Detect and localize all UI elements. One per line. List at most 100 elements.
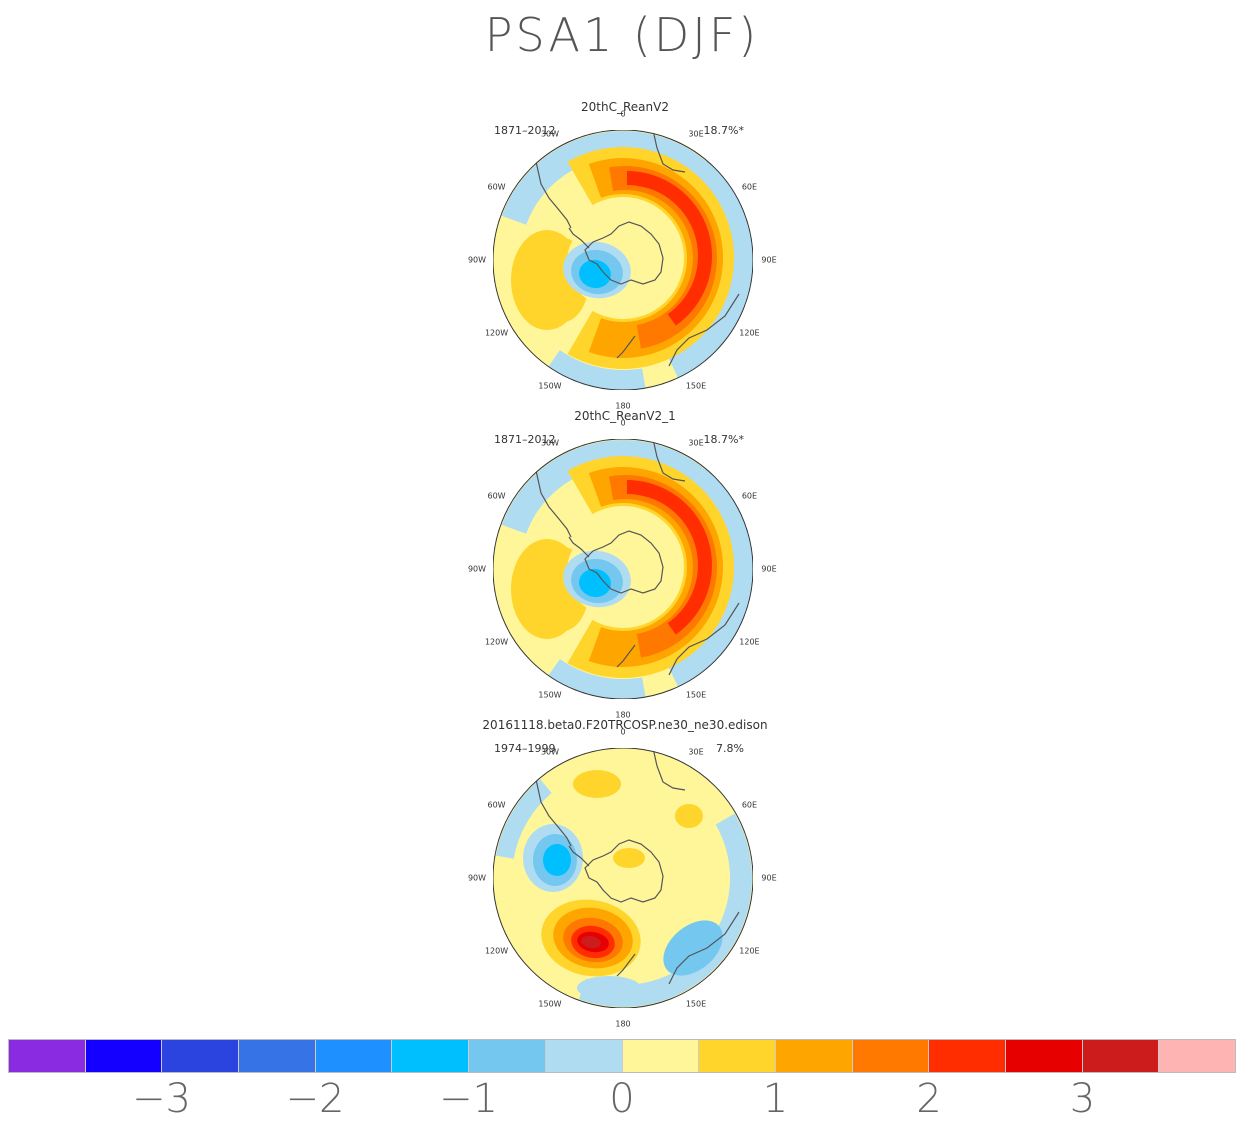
africa-coastline <box>652 130 686 173</box>
longitude-label: 30W <box>540 747 560 757</box>
australia-coastline <box>668 602 740 676</box>
weak-negative-band <box>548 659 646 699</box>
positive-band-4 <box>627 480 712 635</box>
colorbar-box <box>392 1040 470 1072</box>
colorbar-box <box>929 1040 1006 1072</box>
longitude-label: 60W <box>487 182 506 192</box>
colorbar-tick-label: −2 <box>285 1076 345 1122</box>
weak-negative-band <box>495 779 552 859</box>
australia-coastline <box>668 911 740 985</box>
south-america-coastline <box>532 147 572 229</box>
period-label: 1871–2012 <box>494 124 556 137</box>
colorbar-box <box>469 1040 546 1072</box>
longitude-label: 120W <box>484 637 509 647</box>
longitude-label: 90W <box>467 564 487 574</box>
colorbar-box <box>699 1040 776 1072</box>
weak-negative-band <box>548 350 646 390</box>
longitude-label: 150E <box>685 381 707 391</box>
map-panel-3: 20161118.beta0.F20TRCOSP.ne30_ne30.ediso… <box>460 718 790 1029</box>
polar-map <box>493 439 753 699</box>
colorbar-box <box>85 1040 163 1072</box>
longitude-label: 180 <box>615 1019 631 1029</box>
weak-negative-band <box>667 469 753 687</box>
new-zealand-coastline <box>616 953 636 977</box>
longitude-label: 90E <box>761 255 777 265</box>
antarctica-coastline <box>584 530 664 594</box>
anomaly-contour <box>675 804 703 828</box>
longitude-label: 150W <box>538 690 562 700</box>
south-america-coastline <box>532 765 572 847</box>
longitude-label: 60W <box>487 800 506 810</box>
weak-negative-band <box>501 158 560 225</box>
colorbar-box <box>545 1040 623 1072</box>
longitude-label: 90W <box>467 255 487 265</box>
new-zealand-coastline <box>616 644 636 668</box>
polar-map <box>493 748 753 1008</box>
antarctic-peninsula-coastline <box>568 227 590 249</box>
longitude-label: 60E <box>741 800 758 810</box>
longitude-label: 90E <box>761 873 777 883</box>
colorbar-box <box>1005 1040 1083 1072</box>
antarctic-peninsula-coastline <box>568 845 590 867</box>
africa-coastline <box>652 748 686 791</box>
longitude-label: 30E <box>688 747 704 757</box>
anomaly-contour <box>543 844 571 876</box>
longitude-label: 60E <box>741 182 758 192</box>
new-zealand-coastline <box>616 335 636 359</box>
colorbar-tick-label: −1 <box>439 1076 498 1122</box>
colorbar-box <box>622 1040 700 1072</box>
colorbar-tick-label: 3 <box>1069 1076 1096 1122</box>
colorbar-box <box>9 1040 86 1072</box>
longitude-label: 120E <box>739 637 760 647</box>
colorbar-box <box>1082 1040 1160 1072</box>
antarctica-coastline <box>584 839 664 903</box>
longitude-label: 150W <box>538 999 562 1009</box>
anomaly-contour <box>573 770 621 798</box>
map-panel-1: 20thC_ReanV2 1871–2012 18.7%* 0 30E 60E 90E 120… <box>460 100 790 411</box>
colorbar-box <box>239 1040 316 1072</box>
south-america-coastline <box>532 456 572 538</box>
africa-coastline <box>652 439 686 482</box>
colorbar-box <box>162 1040 240 1072</box>
longitude-label: 90E <box>761 564 777 574</box>
longitude-label: 30E <box>688 438 704 448</box>
weak-negative-band <box>501 467 560 534</box>
variance-explained-label: 7.8% <box>716 742 744 755</box>
antarctica-coastline <box>584 221 664 285</box>
weak-negative-band <box>667 160 753 378</box>
longitude-label: 120W <box>484 328 509 338</box>
colorbar-tick-label: −3 <box>132 1076 191 1122</box>
longitude-label: 150E <box>685 690 707 700</box>
longitude-label: 0 <box>620 418 626 428</box>
colorbar-tick-label: 1 <box>762 1076 789 1122</box>
colorbar-box <box>1159 1040 1235 1072</box>
anomaly-contour <box>577 976 641 1000</box>
antarctic-peninsula-coastline <box>568 536 590 558</box>
map-panel-2: 20thC_ReanV2_1 1871–2012 18.7%* 0 30E 60E 90E 1… <box>460 409 790 720</box>
anomaly-contour <box>579 568 611 598</box>
australia-coastline <box>668 293 740 367</box>
panel-title: 20161118.beta0.F20TRCOSP.ne30_ne30.ediso… <box>482 718 768 732</box>
longitude-label: 180 <box>615 401 631 411</box>
longitude-label: 150E <box>685 999 707 1009</box>
longitude-label: 0 <box>620 727 626 737</box>
colorbar-tick-label: 0 <box>609 1076 635 1122</box>
longitude-label: 120E <box>739 946 760 956</box>
longitude-label: 90W <box>467 873 487 883</box>
longitude-label: 120W <box>484 946 509 956</box>
colorbar <box>8 1039 1236 1073</box>
main-title: PSA1 (DJF) <box>484 8 760 62</box>
colorbar-box <box>775 1040 853 1072</box>
polar-map <box>493 130 753 390</box>
longitude-label: 120E <box>739 328 760 338</box>
panel-title: 20thC_ReanV2 <box>581 100 669 114</box>
longitude-label: 150W <box>538 381 562 391</box>
longitude-label: 30E <box>688 129 704 139</box>
longitude-label: 0 <box>620 109 626 119</box>
anomaly-contour <box>579 259 611 289</box>
longitude-label: 180 <box>615 710 631 720</box>
positive-band-4 <box>627 171 712 326</box>
colorbar-box <box>315 1040 393 1072</box>
anomaly-contour <box>613 848 645 868</box>
anomaly-contour <box>581 935 601 949</box>
